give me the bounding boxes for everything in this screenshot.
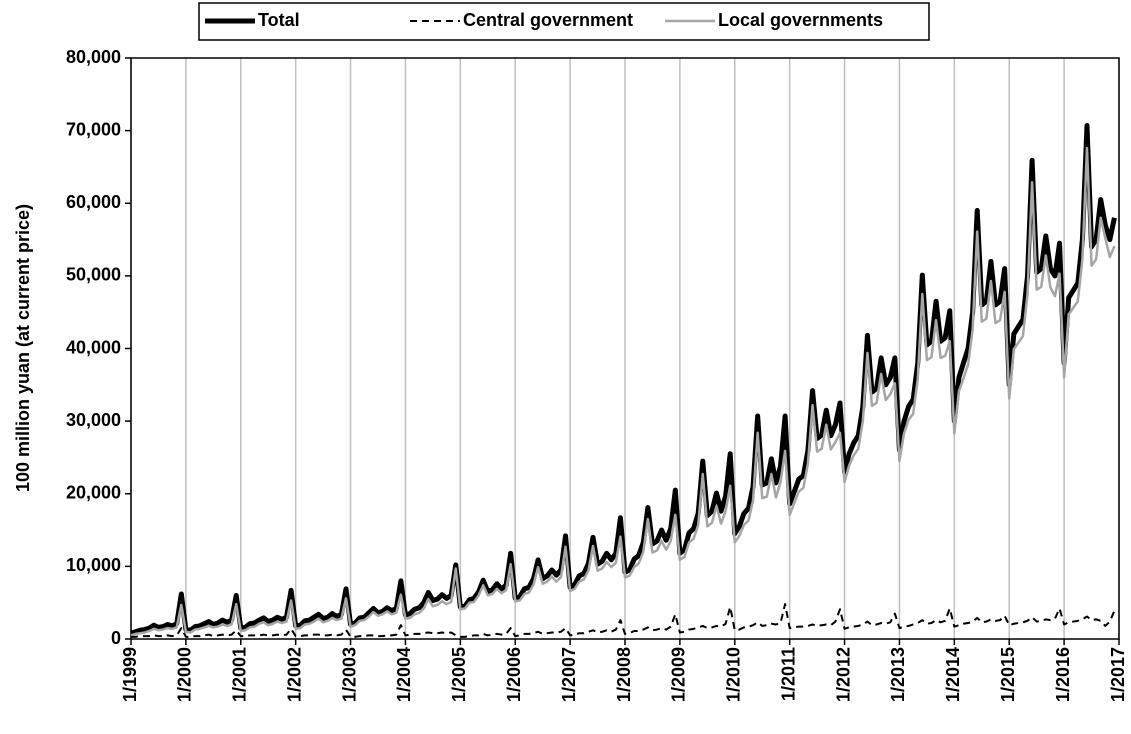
x-tick-label: 1/2004 <box>394 647 414 702</box>
y-tick-label: 20,000 <box>66 483 121 503</box>
y-tick-label: 80,000 <box>66 47 121 67</box>
x-tick-label: 1/2012 <box>833 647 853 702</box>
x-tick-label: 1/2007 <box>559 647 579 702</box>
y-tick-label: 50,000 <box>66 265 121 285</box>
x-tick-label: 1/2005 <box>449 647 469 702</box>
x-tick-label: 1/1999 <box>120 647 140 702</box>
x-tick-label: 1/2008 <box>614 647 634 702</box>
y-tick-label: 10,000 <box>66 555 121 575</box>
x-tick-label: 1/2013 <box>888 647 908 702</box>
series-line <box>130 146 1116 637</box>
legend-box <box>198 2 930 41</box>
x-tick-label: 1/2017 <box>1108 647 1128 702</box>
x-tick-label: 1/2001 <box>230 647 250 702</box>
x-tick-label: 1/2014 <box>943 647 963 702</box>
x-tick-label: 1/2009 <box>669 647 689 702</box>
y-tick-label: 60,000 <box>66 192 121 212</box>
x-tick-label: 1/2010 <box>724 647 744 702</box>
plot-frame <box>130 57 1120 640</box>
y-tick-label: 0 <box>111 628 121 648</box>
legend-label: Local governments <box>718 10 883 30</box>
legend-label: Central government <box>463 10 633 30</box>
y-tick-label: 30,000 <box>66 410 121 430</box>
series-line <box>131 603 1116 638</box>
y-tick-label: 70,000 <box>66 119 121 139</box>
x-tick-label: 1/2016 <box>1053 647 1073 702</box>
x-tick-label: 1/2011 <box>778 647 798 701</box>
y-axis-label: 100 million yuan (at current price) <box>13 204 33 492</box>
x-tick-label: 1/2003 <box>339 647 359 702</box>
y-tick-label: 40,000 <box>66 337 121 357</box>
x-tick-label: 1/2000 <box>175 647 195 702</box>
x-tick-label: 1/2015 <box>998 647 1018 702</box>
x-tick-label: 1/2002 <box>284 647 304 702</box>
x-tick-label: 1/2006 <box>504 647 524 702</box>
legend-label: Total <box>258 10 300 30</box>
